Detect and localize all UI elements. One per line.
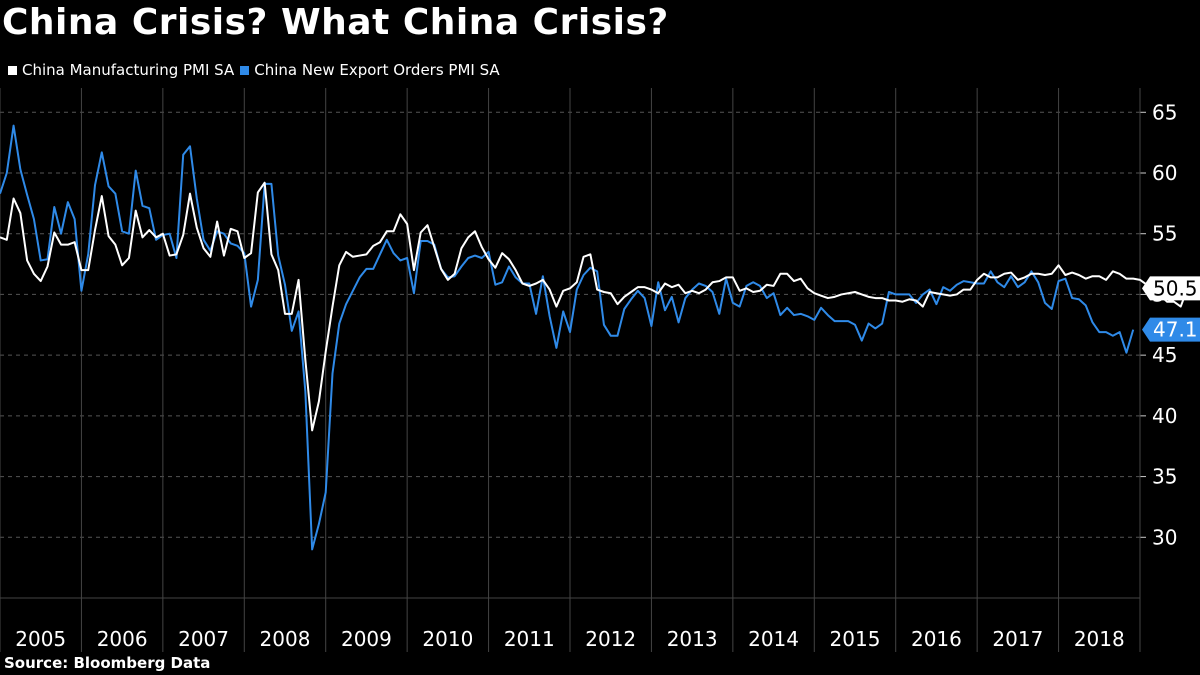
y-tick-label-35: 35 xyxy=(1152,465,1177,489)
y-tick-label-30: 30 xyxy=(1152,525,1177,549)
x-tick-label-2007: 2007 xyxy=(178,627,229,651)
last-value-tag-export xyxy=(1142,317,1200,342)
x-tick-label-2006: 2006 xyxy=(97,627,148,651)
x-tick-label-2010: 2010 xyxy=(422,627,473,651)
series-line-export xyxy=(0,124,1135,551)
y-tick-label-65: 65 xyxy=(1152,100,1177,124)
legend-swatch-export xyxy=(240,65,250,75)
legend-item-export: China New Export Orders PMI SA xyxy=(240,61,500,79)
x-tick-label-2018: 2018 xyxy=(1074,627,1125,651)
last-value-label-manufacturing: 50.5 xyxy=(1153,276,1198,300)
x-tick-label-2011: 2011 xyxy=(504,627,555,651)
legend-swatch-manufacturing xyxy=(8,65,17,75)
x-tick-label-2016: 2016 xyxy=(911,627,962,651)
x-tick-label-2005: 2005 xyxy=(15,627,66,651)
legend-item-manufacturing: China Manufacturing PMI SA xyxy=(8,61,234,79)
x-tick-label-2008: 2008 xyxy=(260,627,311,651)
x-tick-label-2014: 2014 xyxy=(748,627,799,651)
y-tick-label-60: 60 xyxy=(1152,161,1177,185)
y-tick-label-55: 55 xyxy=(1152,222,1177,246)
x-tick-label-2013: 2013 xyxy=(667,627,718,651)
source-note: Source: Bloomberg Data xyxy=(4,654,211,672)
y-tick-label-40: 40 xyxy=(1152,404,1177,428)
x-tick-label-2015: 2015 xyxy=(830,627,881,651)
last-value-label-export: 47.1 xyxy=(1153,318,1198,342)
last-value-tag-manufacturing xyxy=(1142,276,1200,301)
y-tick-label-45: 45 xyxy=(1152,343,1177,367)
x-tick-label-2017: 2017 xyxy=(992,627,1043,651)
legend: China Manufacturing PMI SA China New Exp… xyxy=(8,61,506,79)
series-line-manufacturing xyxy=(0,181,1189,432)
chart-title: China Crisis? What China Crisis? xyxy=(2,2,669,43)
legend-label-export: China New Export Orders PMI SA xyxy=(254,61,500,79)
x-tick-label-2012: 2012 xyxy=(585,627,636,651)
x-tick-label-2009: 2009 xyxy=(341,627,392,651)
legend-label-manufacturing: China Manufacturing PMI SA xyxy=(22,61,235,79)
